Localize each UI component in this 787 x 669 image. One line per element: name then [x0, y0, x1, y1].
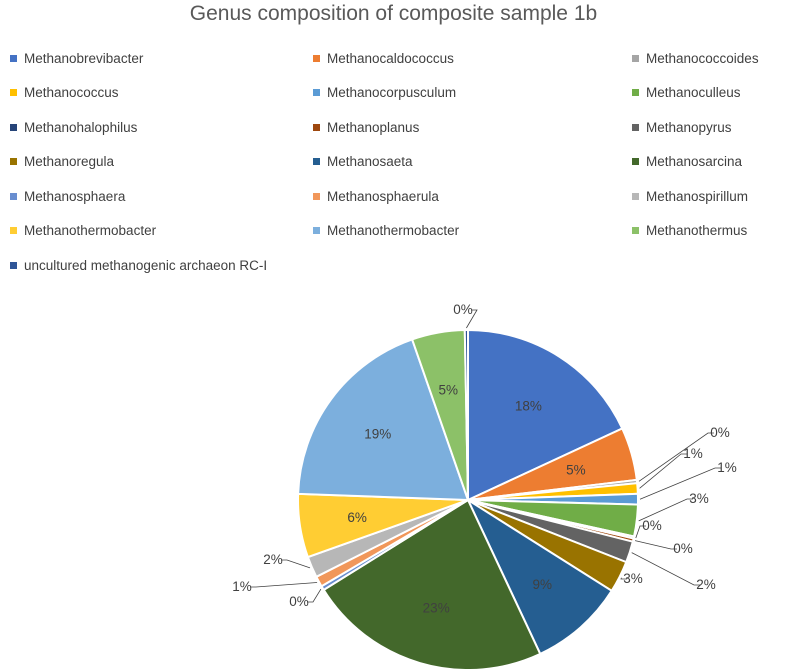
legend-item: Methanobrevibacter	[10, 49, 143, 67]
legend-label: Methanospirillum	[646, 188, 749, 204]
legend-swatch	[313, 123, 320, 131]
legend-item: Methanothermus	[632, 222, 747, 240]
slice-data-label: 0%	[710, 425, 730, 440]
legend-label: Methanobrevibacter	[24, 50, 144, 66]
pie-slice	[465, 497, 614, 656]
leader-line	[639, 467, 721, 500]
legend-label: Methanoplanus	[327, 119, 420, 135]
legend-item: Methanocaldococcus	[313, 49, 454, 67]
legend-item: Methanopyrus	[632, 118, 732, 136]
legend-label: Methanoregula	[24, 154, 115, 169]
legend-item: Methanothermobacter	[10, 222, 156, 240]
legend-swatch	[313, 158, 320, 165]
legend-label: Methanocorpusculum	[327, 85, 457, 100]
leader-line	[639, 453, 687, 489]
legend-item: Methanothermobacter	[313, 222, 459, 240]
legend-item: Methanocorpusculum	[313, 84, 456, 102]
legend-swatch	[10, 227, 17, 234]
legend-swatch	[313, 54, 320, 62]
legend-label: Methanothermobacter	[327, 223, 460, 238]
legend-item: Methanoplanus	[313, 118, 419, 136]
pie-slices	[297, 328, 639, 669]
slice-data-label: 3%	[689, 491, 709, 506]
legend-swatch	[313, 192, 320, 200]
legend-label: uncultured methanogenic archaeon RC-I	[24, 257, 268, 273]
legend-swatch	[632, 192, 639, 200]
legend-swatch	[632, 89, 639, 96]
legend-item: uncultured methanogenic archaeon RC-I	[10, 256, 267, 274]
leader-line	[638, 432, 714, 482]
slice-data-label: 1%	[232, 579, 252, 594]
legend-swatch	[632, 158, 639, 165]
legend-swatch	[10, 123, 17, 131]
legend-item: Methanohalophilus	[10, 118, 137, 136]
leader-line	[281, 559, 311, 569]
legend-item: Methanoregula	[10, 153, 114, 171]
leader-line	[250, 582, 318, 588]
leader-line	[307, 588, 322, 603]
legend-item: Methanosphaerula	[313, 187, 439, 205]
legend-label: Methanopyrus	[646, 119, 732, 135]
legend-item: Methanosphaera	[10, 187, 125, 205]
legend-item: Methanococcoides	[632, 49, 759, 67]
pie-slice	[467, 328, 624, 502]
legend-label: Methanothermobacter	[24, 223, 157, 238]
legend-swatch	[10, 158, 17, 165]
legend-item: Methanosarcina	[632, 153, 742, 171]
legend-swatch	[10, 192, 17, 200]
slice-data-label: 19%	[364, 426, 391, 441]
pie-slice	[322, 498, 542, 669]
leader-line	[631, 552, 700, 586]
slice-data-label: 1%	[717, 460, 737, 475]
legend-item: Methanosaeta	[313, 153, 413, 171]
slice-data-label: 3%	[623, 571, 643, 586]
legend-swatch	[10, 54, 17, 62]
slice-data-label: 1%	[683, 446, 703, 461]
leader-line	[635, 540, 677, 550]
leader-line	[638, 498, 693, 522]
legend-swatch	[10, 89, 17, 96]
legend-label: Methanosphaera	[24, 188, 126, 204]
legend-label: Methanoculleus	[646, 85, 741, 100]
legend-item: Methanospirillum	[632, 187, 748, 205]
legend-label: Methanosaeta	[327, 154, 413, 169]
slice-data-label: 2%	[263, 552, 283, 567]
slice-data-label: 23%	[423, 601, 450, 616]
leader-line	[635, 525, 646, 539]
leader-line	[466, 309, 478, 329]
legend-label: Methanothermus	[646, 223, 748, 238]
legend-item: Methanoculleus	[632, 84, 741, 102]
slice-data-label: 18%	[515, 398, 542, 413]
pie-labels: 18% 5% 0% 1% 1% 3% 0% 0% 2% 3% 9% 23% 0% 1% 2% 6% 19% 5% 0…	[232, 302, 737, 616]
pie-slice	[463, 328, 469, 501]
legend-swatch	[632, 123, 639, 131]
legend-label: Methanocaldococcus	[327, 50, 454, 66]
slice-data-label: 0%	[642, 518, 662, 533]
legend-label: Methanosarcina	[646, 154, 743, 169]
legend-label: Methanococcus	[24, 85, 119, 100]
slice-data-label: 5%	[439, 383, 459, 398]
slice-data-label: 2%	[696, 577, 716, 592]
slice-data-label: 5%	[566, 462, 586, 477]
slice-data-label: 9%	[532, 577, 552, 592]
legend-swatch	[313, 227, 320, 234]
chart-title: Genus composition of composite sample 1b	[189, 2, 598, 25]
legend-label: Methanococcoides	[646, 50, 759, 66]
legend-swatch	[632, 54, 639, 62]
slice-data-label: 0%	[673, 541, 693, 556]
leader-line	[620, 577, 627, 580]
legend-swatch	[10, 261, 17, 269]
slice-data-label: 6%	[347, 510, 367, 525]
legend-item: Methanococcus	[10, 84, 119, 102]
legend-swatch	[632, 227, 639, 234]
legend-label: Methanohalophilus	[24, 119, 138, 135]
slice-data-label: 0%	[289, 594, 309, 609]
legend-swatch	[313, 89, 320, 96]
slice-data-label: 0%	[453, 302, 473, 317]
legend-label: Methanosphaerula	[327, 188, 439, 204]
